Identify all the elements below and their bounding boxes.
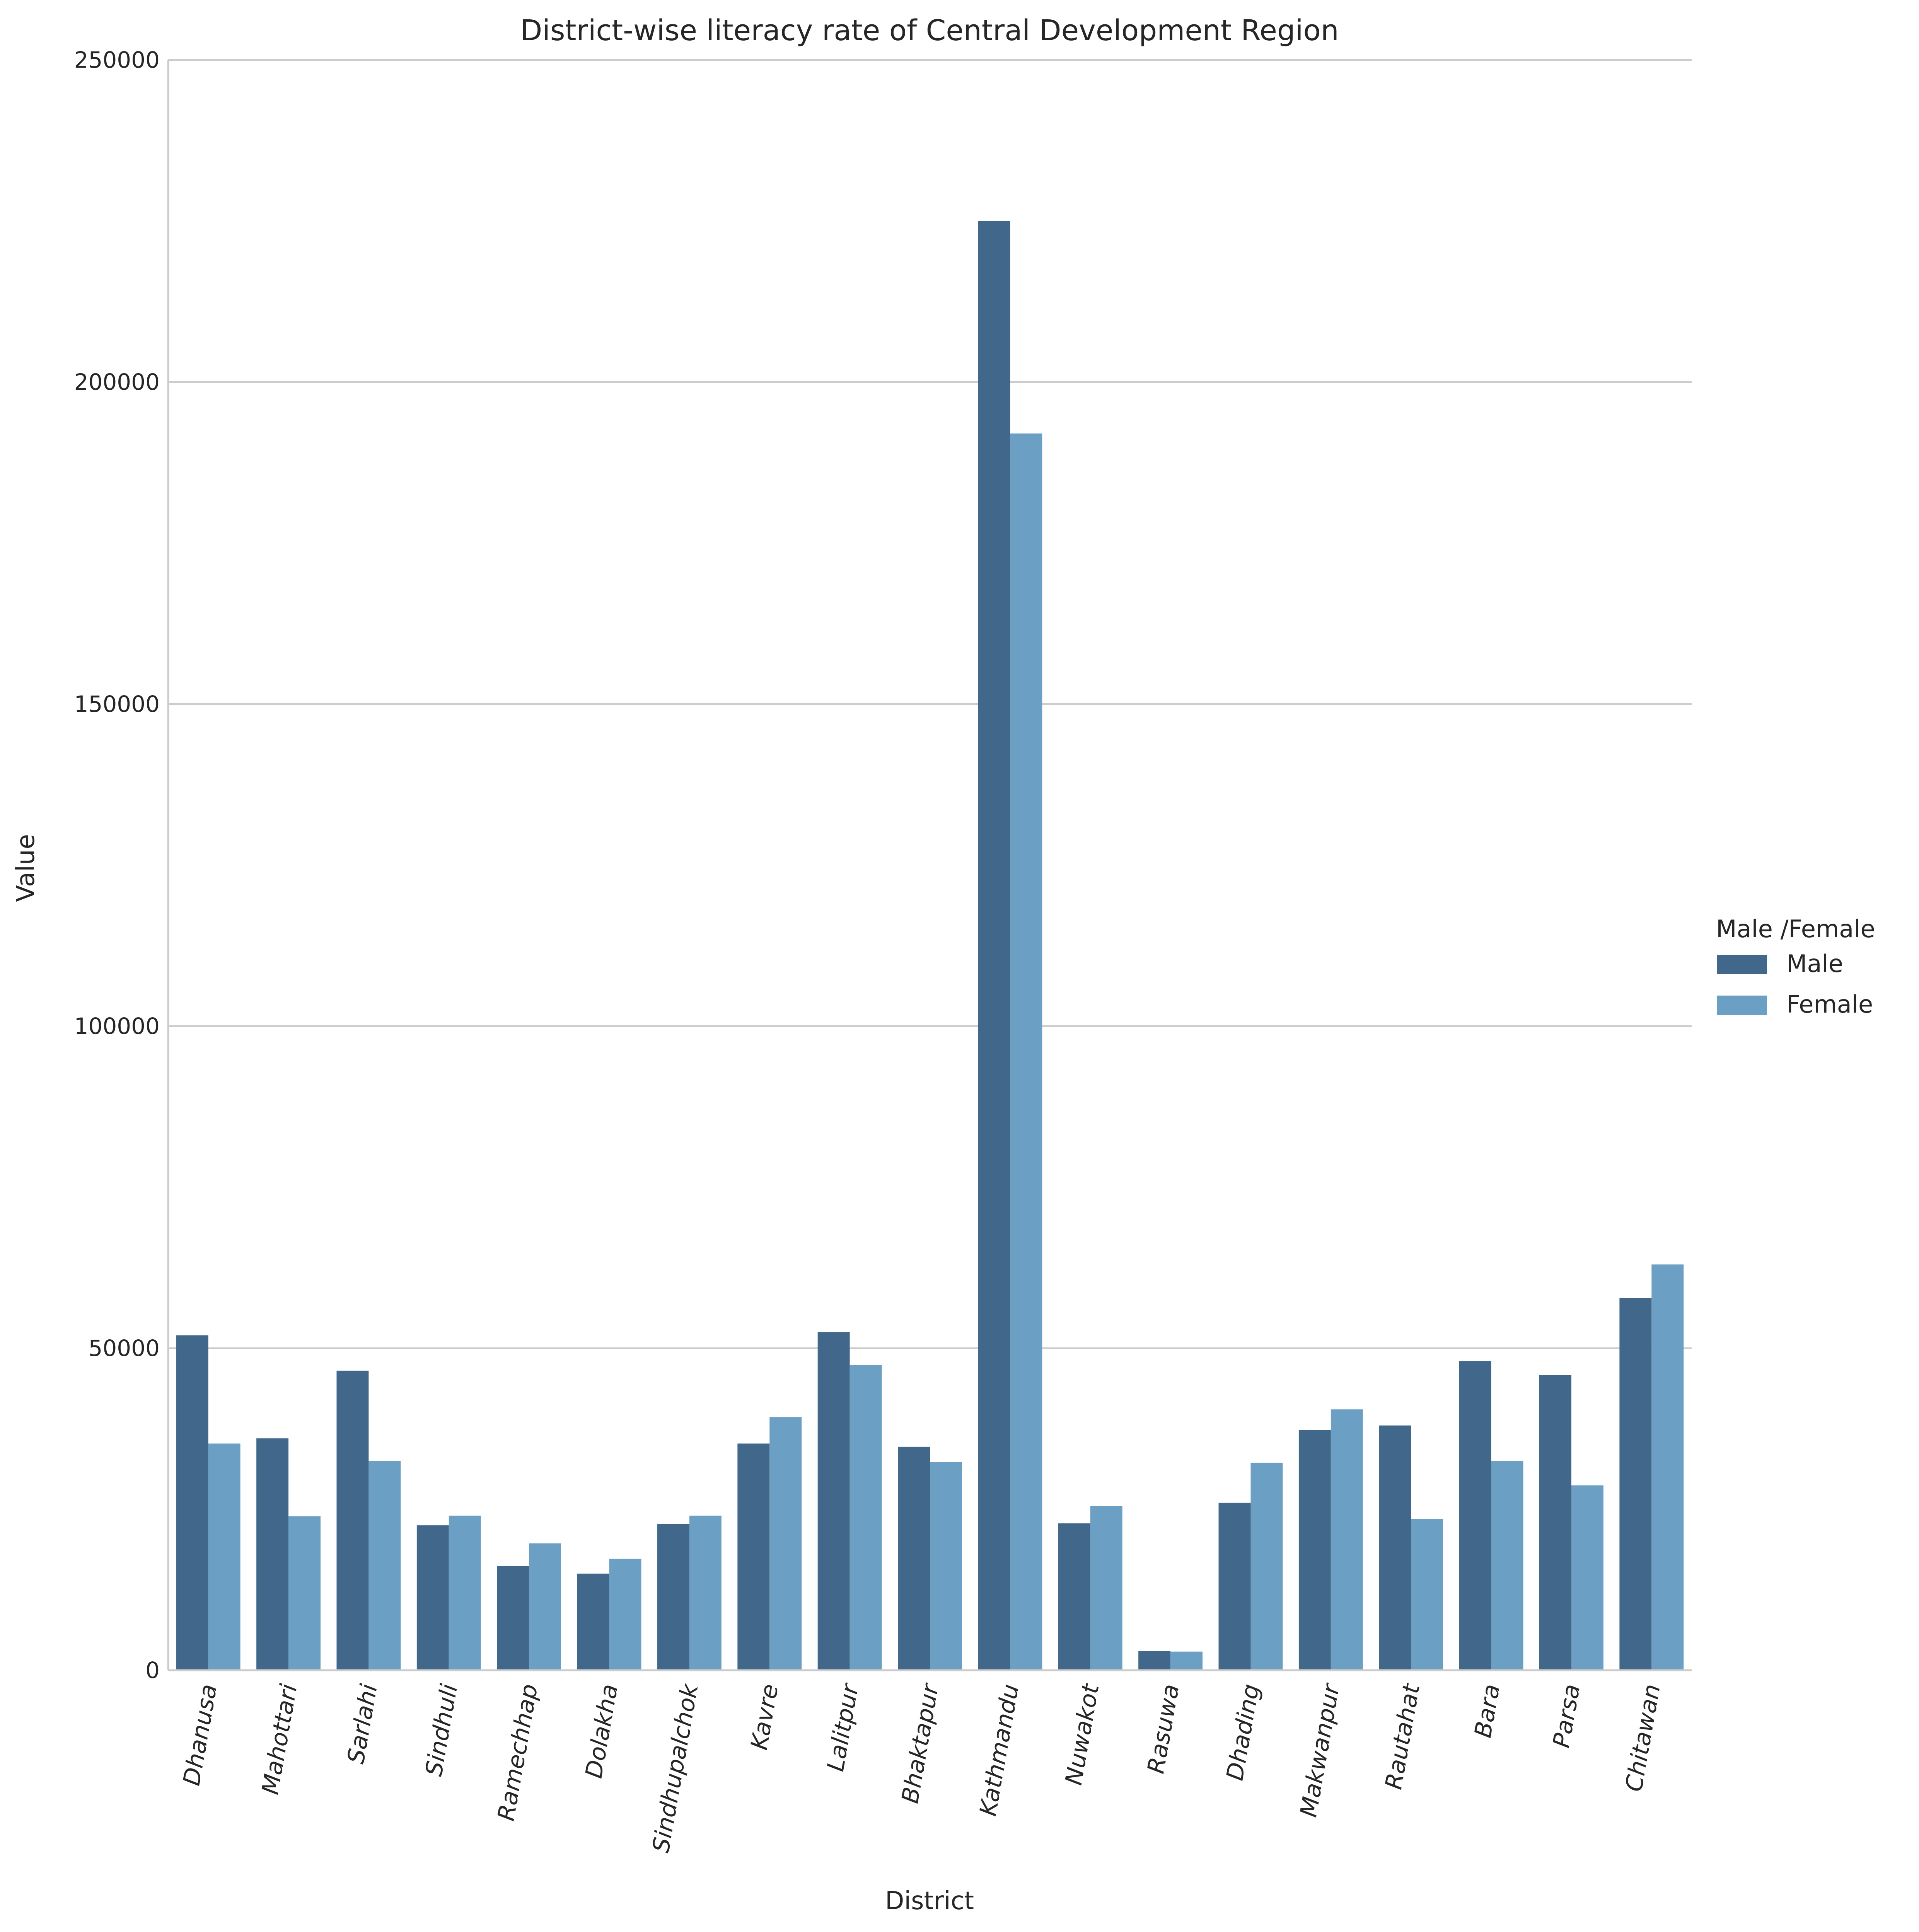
gridlines bbox=[168, 59, 1692, 1349]
bar-female-sarlahi bbox=[368, 1461, 401, 1670]
bar-female-sindhuli bbox=[449, 1516, 481, 1670]
x-tick-label-dolakha: Dolakha bbox=[580, 1682, 624, 1780]
bar-male-sindhupalchok bbox=[657, 1524, 689, 1670]
y-tick-label: 150000 bbox=[74, 691, 160, 717]
bar-female-parsa bbox=[1571, 1485, 1603, 1670]
bar-female-makwanpur bbox=[1331, 1409, 1363, 1670]
legend-label-male: Male bbox=[1786, 950, 1843, 978]
x-tick-label-bhaktapur: Bhaktapur bbox=[897, 1681, 945, 1805]
bar-female-mahottari bbox=[288, 1516, 321, 1670]
x-tick-label-lalitpur: Lalitpur bbox=[822, 1681, 864, 1773]
bar-female-ramechhap bbox=[529, 1543, 561, 1670]
bar-male-rasuwa bbox=[1138, 1651, 1171, 1670]
y-axis-label: Value bbox=[12, 834, 40, 902]
bar-female-lalitpur bbox=[849, 1365, 882, 1670]
bar-male-sindhuli bbox=[416, 1525, 449, 1670]
legend-swatch-female bbox=[1717, 996, 1767, 1015]
x-tick-label-kavre: Kavre bbox=[745, 1682, 784, 1752]
bar-male-makwanpur bbox=[1298, 1430, 1331, 1670]
bar-female-bara bbox=[1491, 1461, 1523, 1670]
x-tick-label-nuwakot: Nuwakot bbox=[1060, 1681, 1105, 1787]
legend: Male /Female Male Female bbox=[1716, 915, 1875, 1018]
bar-male-mahottari bbox=[256, 1438, 289, 1670]
bar-female-kavre bbox=[769, 1417, 802, 1670]
bar-male-sarlahi bbox=[336, 1371, 369, 1670]
bar-male-bara bbox=[1459, 1361, 1491, 1670]
bar-male-dhanusa bbox=[176, 1335, 208, 1670]
bar-male-lalitpur bbox=[817, 1332, 850, 1670]
bar-male-dhading bbox=[1218, 1502, 1251, 1670]
x-tick-label-dhading: Dhading bbox=[1221, 1682, 1265, 1782]
x-tick-label-rasuwa: Rasuwa bbox=[1142, 1682, 1184, 1775]
bar-male-bhaktapur bbox=[898, 1446, 930, 1670]
x-tick-label-makwanpur: Makwanpur bbox=[1295, 1681, 1345, 1819]
bar-male-parsa bbox=[1539, 1375, 1571, 1670]
x-tick-labels: Dhanusa Mahottari Sarlahi Sindhuli Ramechhap… bbox=[178, 1681, 1666, 1855]
bar-male-ramechhap bbox=[497, 1566, 529, 1670]
bar-female-sindhupalchok bbox=[689, 1516, 722, 1670]
bars bbox=[176, 221, 1684, 1670]
x-tick-label-dhanusa: Dhanusa bbox=[178, 1682, 222, 1787]
bar-female-rautahat bbox=[1411, 1519, 1443, 1670]
x-tick-label-kathmandu: Kathmandu bbox=[974, 1682, 1024, 1818]
bar-male-kavre bbox=[737, 1443, 770, 1670]
bar-male-chitawan bbox=[1619, 1298, 1652, 1670]
bar-female-bhaktapur bbox=[930, 1462, 962, 1670]
y-tick-label: 0 bbox=[145, 1657, 160, 1683]
y-tick-label: 250000 bbox=[74, 47, 160, 73]
x-tick-label-sindhupalchok: Sindhupalchok bbox=[647, 1681, 704, 1855]
x-tick-label-chitawan: Chitawan bbox=[1620, 1682, 1666, 1794]
bar-female-nuwakot bbox=[1090, 1506, 1122, 1670]
x-tick-label-rautahat: Rautahat bbox=[1380, 1681, 1425, 1792]
bar-female-chitawan bbox=[1651, 1264, 1684, 1670]
bar-female-dolakha bbox=[609, 1559, 641, 1670]
x-axis-label: District bbox=[885, 1887, 974, 1915]
bar-male-dolakha bbox=[577, 1574, 609, 1670]
legend-title: Male /Female bbox=[1716, 915, 1875, 943]
x-tick-label-mahottari: Mahottari bbox=[257, 1682, 303, 1797]
y-tick-label: 50000 bbox=[88, 1335, 160, 1361]
bar-male-kathmandu bbox=[978, 221, 1010, 1670]
x-tick-label-bara: Bara bbox=[1469, 1682, 1505, 1739]
bar-female-kathmandu bbox=[1010, 433, 1042, 1670]
axes bbox=[167, 60, 1692, 1671]
x-tick-label-sarlahi: Sarlahi bbox=[342, 1682, 383, 1766]
y-tick-label: 200000 bbox=[74, 369, 160, 395]
bar-female-dhanusa bbox=[208, 1443, 241, 1670]
bar-male-nuwakot bbox=[1058, 1523, 1090, 1670]
y-tick-labels: 0 50000 100000 150000 200000 250000 bbox=[74, 47, 160, 1683]
x-tick-label-ramechhap: Ramechhap bbox=[493, 1682, 543, 1823]
bar-male-rautahat bbox=[1379, 1425, 1411, 1670]
bar-female-rasuwa bbox=[1170, 1651, 1203, 1670]
legend-label-female: Female bbox=[1786, 990, 1873, 1018]
chart-title: District-wise literacy rate of Central D… bbox=[520, 14, 1339, 47]
legend-swatch-male bbox=[1717, 955, 1767, 974]
bar-female-dhading bbox=[1250, 1463, 1283, 1670]
x-tick-label-parsa: Parsa bbox=[1548, 1682, 1586, 1750]
y-tick-label: 100000 bbox=[74, 1013, 160, 1039]
x-tick-label-sindhuli: Sindhuli bbox=[420, 1682, 463, 1778]
